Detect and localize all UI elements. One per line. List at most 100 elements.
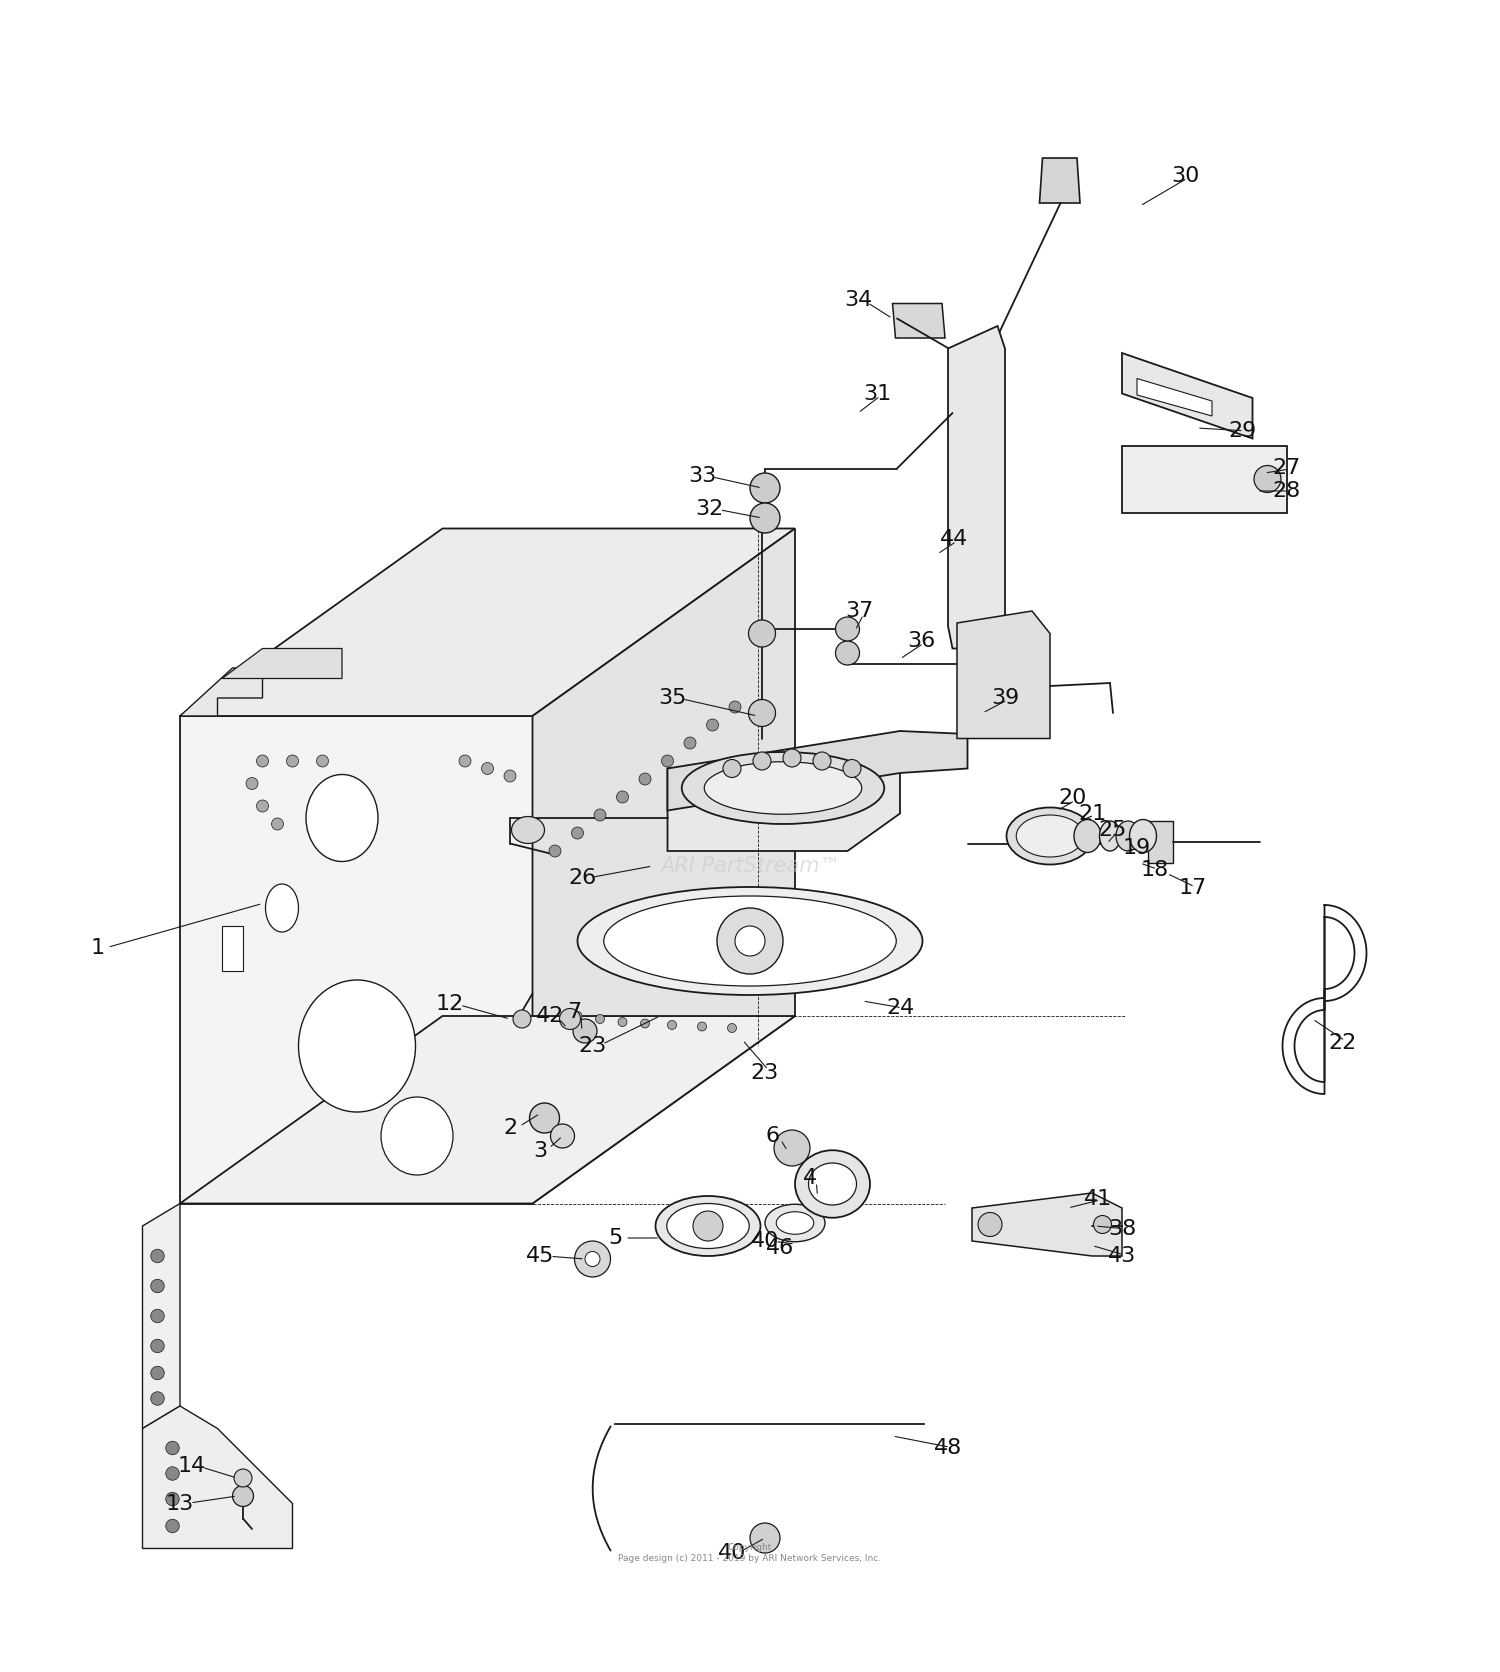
Ellipse shape [705, 762, 861, 814]
Text: Copyright
Page design (c) 2011 - 2019 by ARI Network Services, Inc.: Copyright Page design (c) 2011 - 2019 by… [618, 1543, 882, 1563]
Text: 30: 30 [1172, 166, 1198, 186]
Text: 28: 28 [1274, 482, 1300, 502]
Text: 23: 23 [752, 1063, 778, 1083]
Text: 29: 29 [1228, 421, 1256, 441]
Circle shape [662, 756, 674, 767]
Circle shape [717, 908, 783, 975]
Text: 12: 12 [436, 993, 463, 1013]
Text: 19: 19 [1124, 838, 1150, 858]
Ellipse shape [512, 816, 544, 843]
Ellipse shape [578, 888, 922, 995]
Circle shape [748, 620, 776, 647]
Circle shape [256, 799, 268, 813]
Circle shape [978, 1212, 1002, 1237]
Text: 48: 48 [934, 1438, 962, 1458]
Circle shape [150, 1279, 165, 1292]
Polygon shape [142, 1204, 180, 1428]
Circle shape [165, 1491, 180, 1506]
Circle shape [750, 503, 780, 533]
Circle shape [836, 640, 860, 665]
Polygon shape [222, 926, 243, 971]
Text: 26: 26 [568, 868, 596, 888]
Polygon shape [948, 326, 1005, 649]
Ellipse shape [1100, 821, 1120, 851]
Polygon shape [668, 731, 968, 811]
Circle shape [836, 617, 860, 640]
Polygon shape [1122, 353, 1252, 438]
Circle shape [256, 756, 268, 767]
Text: 13: 13 [166, 1493, 194, 1513]
Polygon shape [180, 1017, 795, 1204]
Text: 35: 35 [658, 687, 686, 707]
Circle shape [459, 756, 471, 767]
Circle shape [616, 791, 628, 803]
Circle shape [530, 1104, 560, 1134]
Text: 36: 36 [908, 630, 934, 650]
Ellipse shape [656, 1195, 760, 1256]
Circle shape [513, 1010, 531, 1028]
Circle shape [1254, 465, 1281, 493]
Circle shape [753, 752, 771, 771]
Polygon shape [180, 669, 262, 716]
Circle shape [573, 1012, 582, 1020]
Circle shape [723, 759, 741, 777]
Circle shape [750, 473, 780, 503]
Polygon shape [668, 731, 900, 851]
Text: 3: 3 [532, 1140, 548, 1160]
Circle shape [574, 1241, 610, 1277]
Text: 40: 40 [718, 1543, 746, 1563]
Text: 22: 22 [1329, 1033, 1356, 1053]
Circle shape [272, 818, 284, 829]
Circle shape [585, 1252, 600, 1266]
Text: 40: 40 [752, 1231, 778, 1251]
Text: 46: 46 [766, 1239, 794, 1259]
Circle shape [150, 1249, 165, 1262]
Polygon shape [222, 649, 342, 679]
Text: 24: 24 [886, 998, 914, 1018]
Ellipse shape [381, 1097, 453, 1175]
Circle shape [165, 1520, 180, 1533]
Polygon shape [180, 716, 532, 1204]
Circle shape [618, 1018, 627, 1027]
Text: 42: 42 [537, 1007, 564, 1027]
Ellipse shape [1017, 814, 1083, 858]
Circle shape [813, 752, 831, 771]
Polygon shape [142, 1406, 292, 1548]
Text: 45: 45 [526, 1246, 554, 1266]
Polygon shape [532, 528, 795, 1204]
Text: ARI PartStream™: ARI PartStream™ [660, 856, 840, 876]
Circle shape [482, 762, 494, 774]
Circle shape [698, 1022, 706, 1032]
Circle shape [684, 737, 696, 749]
Ellipse shape [603, 896, 897, 986]
Text: 1: 1 [90, 938, 105, 958]
Circle shape [706, 719, 718, 731]
Polygon shape [1040, 157, 1080, 202]
Circle shape [729, 701, 741, 712]
Ellipse shape [266, 884, 298, 931]
Ellipse shape [306, 774, 378, 861]
Polygon shape [180, 528, 795, 716]
Ellipse shape [1116, 821, 1140, 851]
Circle shape [750, 1523, 780, 1553]
Ellipse shape [808, 1164, 856, 1206]
Circle shape [596, 1015, 604, 1023]
Circle shape [843, 759, 861, 777]
Text: 27: 27 [1274, 458, 1300, 478]
Circle shape [150, 1391, 165, 1404]
Ellipse shape [765, 1204, 825, 1242]
Circle shape [748, 699, 776, 727]
Circle shape [232, 1485, 254, 1506]
Circle shape [693, 1211, 723, 1241]
Text: 17: 17 [1179, 878, 1206, 898]
Ellipse shape [298, 980, 416, 1112]
Text: 33: 33 [688, 466, 715, 487]
Circle shape [150, 1309, 165, 1323]
Circle shape [504, 771, 516, 782]
Circle shape [246, 777, 258, 789]
Circle shape [560, 1008, 580, 1030]
Circle shape [150, 1339, 165, 1353]
Text: 20: 20 [1059, 789, 1086, 809]
Ellipse shape [1007, 808, 1094, 864]
Text: 34: 34 [844, 291, 871, 311]
